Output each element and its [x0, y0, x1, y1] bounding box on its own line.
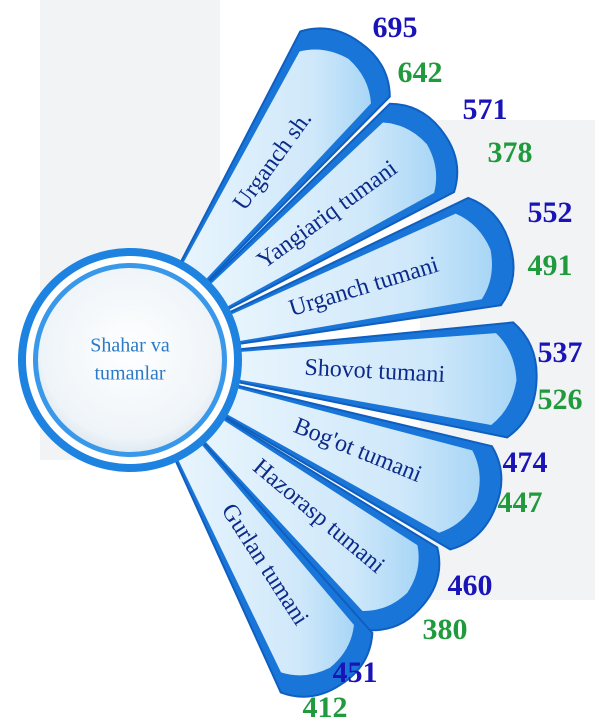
value-2: 412	[303, 691, 348, 724]
value-2: 378	[488, 136, 533, 169]
center-disc: Shahar va tumanlar	[18, 248, 242, 472]
value-1: 451	[333, 656, 378, 689]
center-label: tumanlar	[94, 363, 165, 385]
value-2: 526	[538, 383, 583, 416]
center-label: Shahar va	[90, 335, 170, 357]
value-1: 695	[373, 11, 418, 44]
value-2: 491	[528, 249, 573, 282]
value-1: 460	[448, 569, 493, 602]
value-1: 537	[538, 336, 583, 369]
value-2: 380	[423, 613, 468, 646]
value-2: 447	[498, 486, 543, 519]
value-1: 571	[463, 93, 508, 126]
value-1: 552	[528, 196, 573, 229]
infographic: Shahar va tumanlar Urganch sh.695642Yang…	[0, 0, 595, 725]
value-1: 474	[503, 446, 548, 479]
value-2: 642	[398, 56, 443, 89]
